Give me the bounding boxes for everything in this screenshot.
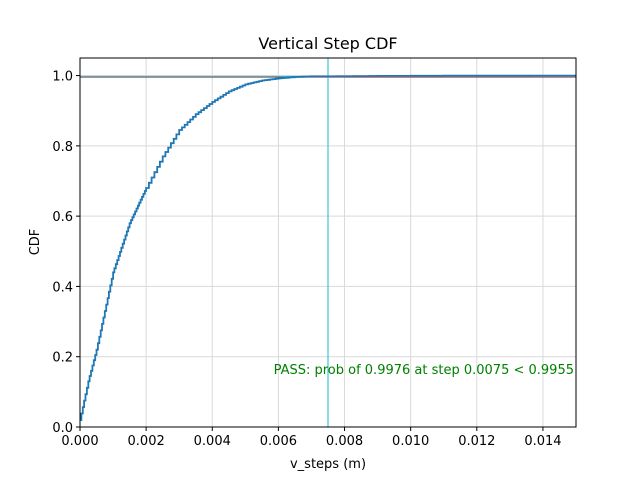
y-tick-label: 0.0 xyxy=(52,421,73,436)
y-tick-label: 0.4 xyxy=(52,280,73,295)
pass-annotation: PASS: prob of 0.9976 at step 0.0075 < 0.… xyxy=(274,363,574,378)
x-tick-label: 0.008 xyxy=(326,434,363,449)
x-tick-label: 0.006 xyxy=(260,434,297,449)
chart-title: Vertical Step CDF xyxy=(258,34,397,53)
x-tick-label: 0.012 xyxy=(458,434,495,449)
x-tick-label: 0.010 xyxy=(392,434,429,449)
cdf-curve xyxy=(80,74,576,421)
x-ticks: 0.000 0.002 0.004 0.006 0.008 0.010 0.012 0.014 xyxy=(61,427,562,449)
x-tick-label: 0.000 xyxy=(61,434,98,449)
axes-frame xyxy=(79,57,577,428)
y-ticks: 0.0 0.2 0.4 0.6 0.8 1.0 xyxy=(52,70,80,436)
y-axis-label: CDF xyxy=(28,229,43,256)
y-tick-label: 1.0 xyxy=(52,70,73,85)
x-tick-label: 0.014 xyxy=(524,434,561,449)
x-tick-label: 0.002 xyxy=(128,434,165,449)
y-tick-label: 0.8 xyxy=(52,140,73,155)
x-tick-label: 0.004 xyxy=(194,434,231,449)
y-tick-label: 0.6 xyxy=(52,210,73,225)
y-tick-label: 0.2 xyxy=(52,351,73,366)
x-axis-label: v_steps (m) xyxy=(290,457,366,472)
